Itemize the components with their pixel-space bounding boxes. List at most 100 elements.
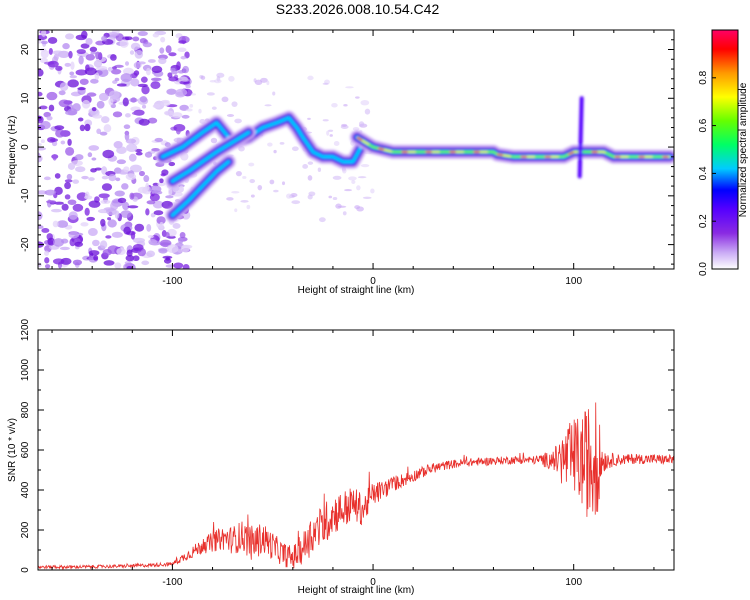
spectrogram-noise-blob [116, 247, 126, 256]
spectrogram-noise-blob [166, 244, 179, 254]
spectrogram-noise-blob [286, 193, 292, 199]
spectrogram-noise-blob [69, 75, 78, 79]
spectrogram-noise-blob [60, 140, 66, 145]
snr-x-axis-label: Height of straight line (km) [298, 585, 415, 596]
spectrogram-noise-blob [124, 36, 133, 41]
spectrogram-noise-blob [125, 173, 137, 181]
spectrogram-noise-blob [269, 179, 275, 185]
spectrogram-noise-blob [81, 99, 91, 109]
spectrogram-noise-blob [47, 37, 58, 44]
spectrogram-noise-blob [234, 118, 242, 124]
spectrogram-noise-blob [75, 69, 88, 76]
spectrogram-noise-blob [152, 33, 160, 38]
spectrogram-noise-blob [139, 96, 148, 103]
colorbar-tick-label: 0.2 [698, 214, 709, 228]
spectrogram-noise-blob [49, 138, 59, 142]
spectrogram-noise-blob [134, 223, 145, 232]
spectrogram-noise-blob [81, 30, 88, 39]
spectrogram-noise-blob [107, 245, 120, 255]
spectrogram-noise-blob [110, 201, 119, 211]
spectrogram-noise-blob [91, 106, 97, 112]
spectrogram-noise-blob [90, 168, 97, 173]
spectrogram-noise-blob [101, 35, 108, 42]
spectrogram-noise-blob [65, 110, 78, 116]
spectrogram-noise-blob [85, 64, 90, 72]
spectrogram-noise-blob [322, 119, 329, 122]
spectrogram-ridge-core [356, 136, 670, 159]
spectrogram-noise-blob [44, 257, 50, 264]
snr-x-tick-label: 100 [565, 577, 582, 588]
spectrogram-noise-blob [107, 67, 113, 72]
spectrogram-noise-blob [341, 123, 348, 127]
spectrogram-noise-blob [357, 176, 367, 179]
spectrogram-noise-blob [74, 154, 84, 161]
spectrogram-noise-blob [110, 68, 122, 75]
spectrogram-noise-blob [159, 221, 164, 230]
spectrogram-noise-blob [182, 264, 190, 269]
spectrogram-noise-blob [85, 53, 96, 61]
spectrogram-noise-blob [61, 203, 69, 211]
spectrogram-noise-blob [206, 92, 215, 96]
spectrogram-noise-blob [72, 203, 84, 212]
spectrogram-noise-blob [101, 166, 108, 175]
spectrogram-noise-blob [272, 91, 276, 96]
spectrogram-noise-blob [356, 185, 361, 191]
spectrogram-noise-blob [348, 176, 357, 181]
spectrogram-noise-blob [213, 79, 222, 84]
spectrogram-noise-blob [133, 61, 142, 69]
spectrogram-noise-blob [158, 248, 168, 254]
spectrogram-noise-blob [38, 91, 43, 97]
spectrogram-noise-blob [100, 199, 111, 204]
spectrogram-noise-blob [88, 200, 101, 208]
spectrogram-noise-blob [77, 87, 86, 91]
spectrogram-noise-blob [52, 50, 64, 55]
spectrogram-noise-blob [122, 201, 130, 211]
spectrogram-noise-blob [160, 36, 166, 43]
spectrogram-ridge-0 [160, 116, 363, 164]
spectrogram-noise-blob [43, 176, 51, 181]
spectrogram-noise-blob [179, 231, 186, 239]
spectrogram-noise-blob [333, 141, 340, 146]
spectrogram-noise-blob [180, 55, 187, 60]
spectrogram-noise-blob [149, 185, 162, 193]
spectrogram-noise-blob [322, 82, 329, 85]
spectrogram-noise-blob [114, 77, 120, 82]
spectrogram-noise-blob [358, 121, 365, 127]
spectrogram-noise-blob [290, 192, 298, 198]
spectrogram-noise-blob [48, 104, 55, 112]
spectrogram-noise-blob [107, 32, 119, 37]
spectrogram-noise-blob [92, 114, 103, 119]
spectrogram-noise-blob [64, 181, 71, 190]
spectrogram-noise-blob [343, 104, 348, 107]
spectrogram-noise-blob [138, 118, 150, 126]
spectrogram-noise-blob [362, 196, 372, 200]
spectrogram-noise-blob [129, 97, 138, 103]
spectrogram-noise-blob [147, 117, 158, 124]
spectrogram-noise-blob [99, 131, 108, 136]
spectrogram-noise-blob [181, 114, 190, 119]
spectrogram-noise-blob [160, 101, 171, 107]
spectrogram-noise-blob [67, 79, 79, 88]
spectrogram-noise-blob [345, 86, 354, 89]
spectrogram-noise-blob [96, 100, 105, 109]
spectrogram-noise-blob [163, 110, 174, 116]
spectrogram-noise-blob [77, 117, 84, 122]
spectrogram-noise-blob [90, 51, 97, 55]
spectrogram-noise-blob [180, 244, 190, 253]
snr-y-tick-label: 1000 [20, 358, 31, 381]
spectrogram-noise-blob [58, 99, 70, 108]
snr-y-axis-label: SNR (10 * v/v) [7, 418, 18, 482]
spectrogram-noise-blob [125, 254, 135, 262]
spectrogram-noise-blob [55, 65, 63, 71]
spectrogram-noise-blob [125, 113, 131, 118]
spectrogram-noise-blob [94, 72, 100, 80]
spectrogram-noise-blob [50, 208, 62, 213]
spectrogram-noise-blob [337, 205, 347, 208]
spectrogram-ridges [155, 96, 674, 223]
spectrogram-noise-blob [326, 130, 330, 136]
spectrogram-noise-blob [165, 256, 171, 261]
spectrogram-noise-blob [145, 182, 150, 192]
spectrogram-noise-blob [228, 75, 235, 82]
spectrogram-noise-blob [178, 185, 185, 193]
spectrogram-noise-blob [355, 96, 360, 99]
